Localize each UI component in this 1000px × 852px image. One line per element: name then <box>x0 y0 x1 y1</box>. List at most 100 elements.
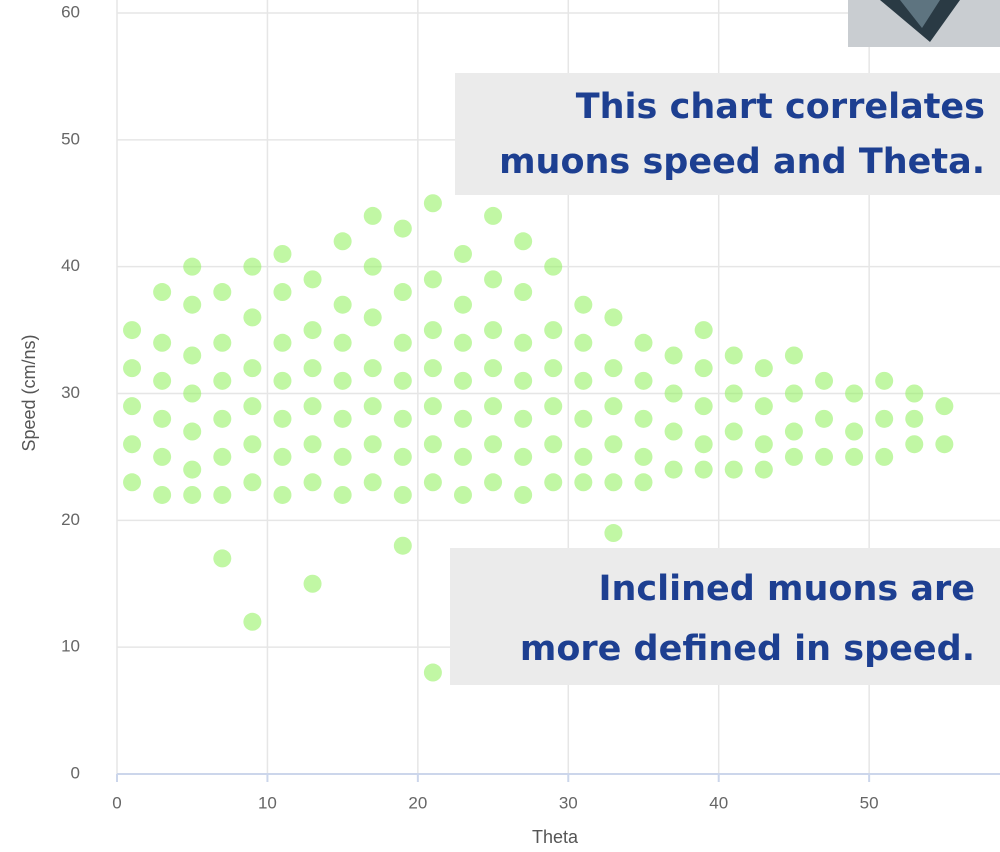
y-tick-label: 60 <box>61 2 80 21</box>
point <box>363 473 382 492</box>
annotation: This chart correlates <box>576 87 985 127</box>
point <box>484 473 503 492</box>
point <box>754 435 773 454</box>
point <box>544 359 563 378</box>
point <box>333 447 352 466</box>
point <box>333 371 352 390</box>
point <box>634 473 653 492</box>
point <box>123 435 142 454</box>
point <box>273 371 292 390</box>
point <box>153 371 172 390</box>
point <box>514 485 533 504</box>
point <box>784 384 803 403</box>
point <box>784 422 803 441</box>
point <box>604 435 623 454</box>
point <box>664 460 683 479</box>
point <box>243 308 262 327</box>
point <box>243 473 262 492</box>
point <box>213 485 232 504</box>
point <box>453 295 472 314</box>
point <box>784 346 803 365</box>
point <box>815 371 834 390</box>
point <box>604 473 623 492</box>
point <box>303 574 322 593</box>
annotation: more defined in speed. <box>520 629 975 669</box>
point <box>243 359 262 378</box>
point <box>754 397 773 416</box>
point <box>724 422 743 441</box>
point <box>303 473 322 492</box>
point <box>574 333 593 352</box>
point <box>183 422 202 441</box>
point <box>544 257 563 276</box>
annotation-box <box>450 548 1000 685</box>
point <box>664 422 683 441</box>
point <box>514 232 533 251</box>
thumbnail <box>848 0 1000 47</box>
point <box>935 435 954 454</box>
x-tick-label: 10 <box>258 793 277 812</box>
y-tick-label: 0 <box>71 763 80 782</box>
point <box>574 473 593 492</box>
point <box>303 397 322 416</box>
point <box>574 295 593 314</box>
y-tick-label: 20 <box>61 510 80 529</box>
point <box>333 333 352 352</box>
point <box>393 371 412 390</box>
point <box>815 409 834 428</box>
point <box>604 524 623 543</box>
point <box>363 206 382 225</box>
point <box>484 397 503 416</box>
point <box>694 397 713 416</box>
point <box>574 409 593 428</box>
point <box>845 384 864 403</box>
y-tick-label: 50 <box>61 129 80 148</box>
point <box>273 283 292 302</box>
point <box>123 359 142 378</box>
point <box>393 219 412 238</box>
point <box>574 371 593 390</box>
point <box>303 359 322 378</box>
points <box>123 194 954 682</box>
point <box>303 435 322 454</box>
point <box>333 409 352 428</box>
point <box>423 321 442 340</box>
point <box>634 371 653 390</box>
point <box>333 295 352 314</box>
point <box>393 536 412 555</box>
x-tick-label: 40 <box>709 793 728 812</box>
point <box>544 321 563 340</box>
point <box>423 194 442 213</box>
point <box>213 549 232 568</box>
y-tick-label: 30 <box>61 383 80 402</box>
point <box>514 409 533 428</box>
point <box>694 460 713 479</box>
point <box>363 359 382 378</box>
point <box>544 435 563 454</box>
point <box>905 435 924 454</box>
point <box>213 371 232 390</box>
point <box>213 447 232 466</box>
point <box>453 447 472 466</box>
point <box>273 244 292 263</box>
y-axis-title: Speed (cm/ns) <box>19 334 39 451</box>
point <box>303 321 322 340</box>
point <box>423 270 442 289</box>
point <box>845 422 864 441</box>
point <box>634 409 653 428</box>
point <box>694 321 713 340</box>
point <box>243 612 262 631</box>
x-tick-label: 0 <box>112 793 121 812</box>
point <box>634 447 653 466</box>
point <box>243 435 262 454</box>
annotation-box <box>455 73 1000 195</box>
point <box>754 460 773 479</box>
point <box>243 257 262 276</box>
point <box>333 485 352 504</box>
point <box>905 409 924 428</box>
point <box>875 409 894 428</box>
point <box>183 384 202 403</box>
point <box>273 447 292 466</box>
point <box>664 346 683 365</box>
point <box>634 333 653 352</box>
